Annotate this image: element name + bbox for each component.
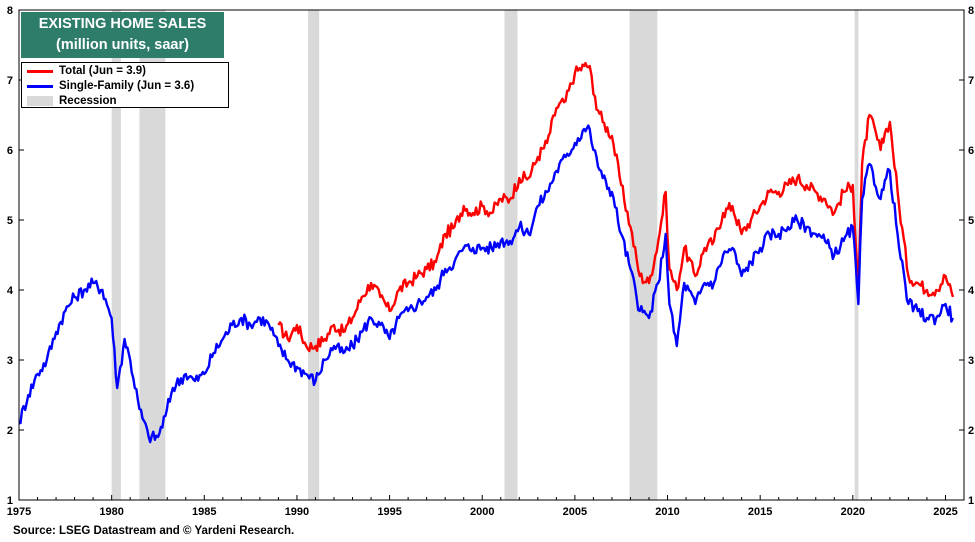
y-tick-label-right-8: 8 xyxy=(968,5,974,17)
legend: Total (Jun = 3.9) Single-Family (Jun = 3… xyxy=(21,62,229,108)
chart-subtitle: (million units, saar) xyxy=(56,37,189,53)
x-tick-label-1980: 1980 xyxy=(99,506,123,518)
plot-frame xyxy=(18,9,965,501)
x-tick-label-2010: 2010 xyxy=(655,506,679,518)
series-line-single-family xyxy=(18,124,955,444)
recession-bar-0 xyxy=(111,10,121,500)
y-tick-label-left-3: 3 xyxy=(7,355,13,367)
series-line-total xyxy=(277,61,955,353)
x-tick-label-1985: 1985 xyxy=(192,506,216,518)
legend-item-single-family: Single-Family (Jun = 3.6) xyxy=(22,79,228,93)
chart-title-box: EXISTING HOME SALES (million units, saar… xyxy=(21,12,224,58)
legend-label-total: Total (Jun = 3.9) xyxy=(59,65,147,77)
source-note: Source: LSEG Datastream and © Yardeni Re… xyxy=(13,525,295,537)
y-tick-label-left-8: 8 xyxy=(7,5,13,17)
y-tick-label-right-7: 7 xyxy=(968,75,974,87)
y-tick-label-right-1: 1 xyxy=(968,495,974,507)
legend-swatch-single-family xyxy=(27,85,53,88)
recession-bar-4 xyxy=(629,10,658,500)
chart-title: EXISTING HOME SALES xyxy=(38,16,207,32)
x-tick-label-1975: 1975 xyxy=(7,506,31,518)
y-tick-label-right-4: 4 xyxy=(968,285,975,297)
x-tick-label-1995: 1995 xyxy=(377,506,401,518)
y-tick-label-right-3: 3 xyxy=(968,355,974,367)
legend-label-recession: Recession xyxy=(59,95,117,107)
y-tick-label-right-5: 5 xyxy=(968,215,974,227)
recession-bar-2 xyxy=(308,10,320,500)
x-tick-label-1990: 1990 xyxy=(285,506,309,518)
y-tick-label-left-2: 2 xyxy=(7,425,13,437)
y-tick-label-left-1: 1 xyxy=(7,495,13,507)
legend-label-single-family: Single-Family (Jun = 3.6) xyxy=(59,80,195,92)
y-tick-label-left-4: 4 xyxy=(7,285,14,297)
x-tick-label-2020: 2020 xyxy=(841,506,865,518)
y-tick-label-left-5: 5 xyxy=(7,215,13,227)
x-tick-label-2005: 2005 xyxy=(563,506,587,518)
series-lines xyxy=(18,61,955,444)
y-tick-label-left-6: 6 xyxy=(7,145,13,157)
legend-swatch-recession xyxy=(27,96,53,106)
legend-swatch-total xyxy=(27,70,53,73)
y-tick-label-left-7: 7 xyxy=(7,75,13,87)
x-tick-label-2015: 2015 xyxy=(748,506,772,518)
y-tick-label-right-2: 2 xyxy=(968,425,974,437)
y-tick-label-right-6: 6 xyxy=(968,145,974,157)
x-tick-label-2000: 2000 xyxy=(470,506,494,518)
recession-bar-3 xyxy=(504,10,518,500)
x-tick-label-2025: 2025 xyxy=(933,506,957,518)
legend-item-recession: Recession xyxy=(22,94,228,108)
legend-item-total: Total (Jun = 3.9) xyxy=(22,64,228,78)
axes: 1 1 2 2 3 3 4 4 5 5 6 6 7 7 8 8 1975 1980 1985 1990 1995 2000… xyxy=(7,5,975,518)
